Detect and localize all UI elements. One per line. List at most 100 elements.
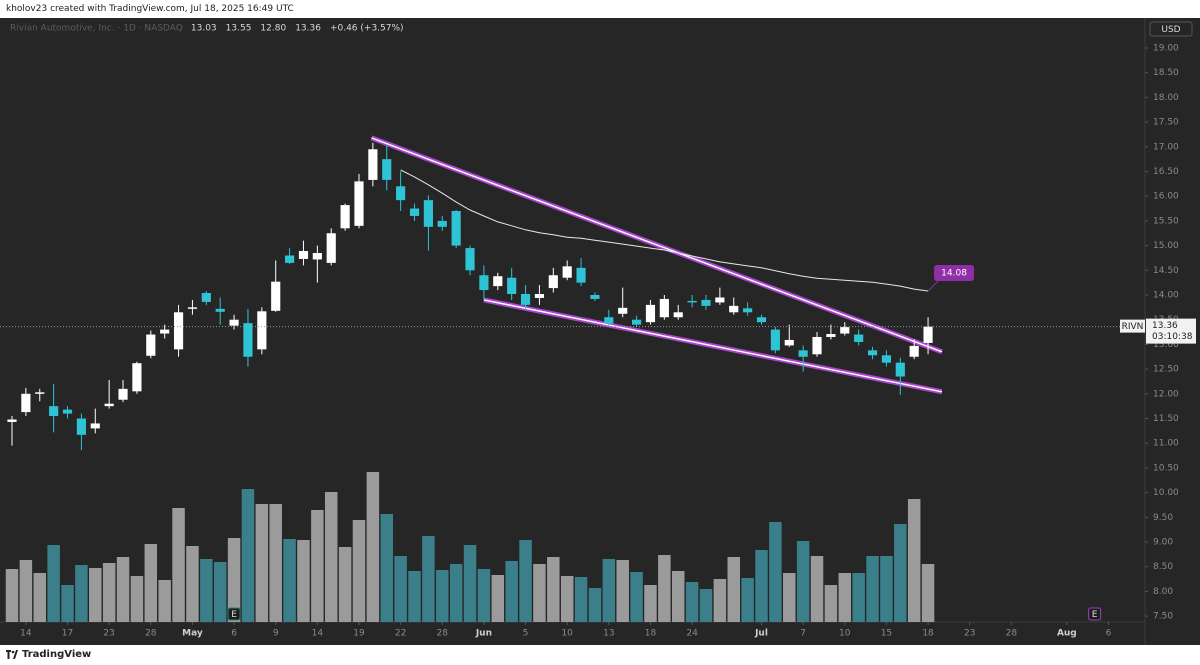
volume-bar [380,514,393,622]
legend-value: 12.80 [260,24,286,34]
volume-bar [685,582,699,622]
candle-body [909,345,919,357]
event-label: E [1092,610,1098,620]
y-tick-label: 11.50 [1153,414,1179,424]
x-tick-label: 14 [312,629,324,639]
volume-bar [560,576,574,622]
candle-body [826,334,836,337]
volume-bar [130,576,144,622]
candle-body [312,253,322,260]
volume-bar [491,575,505,622]
volume-bar [241,489,255,622]
legend-value: 13.03 [191,24,217,34]
volume-bar [61,585,74,622]
x-tick-label: 24 [686,629,698,639]
volume-bar [769,522,782,622]
price-label: 13.36 [1152,321,1178,331]
candle-body [326,233,336,263]
volume-bar [463,545,477,622]
volume-bar [894,524,907,622]
x-tick-label: 18 [922,629,934,639]
legend-value: 13.55 [226,24,252,34]
volume-bar [880,556,893,622]
candle-body [271,281,281,311]
volume-bar [449,564,463,622]
candle-body [437,220,447,227]
logo [6,650,18,659]
volume-bar [311,510,324,622]
volume-bar [796,541,810,622]
volume-bar [630,572,643,622]
candle-body [507,277,517,295]
x-tick-label: 10 [839,629,851,639]
price-box [1146,318,1196,344]
ma-label-box [934,265,975,282]
volume-bar [810,556,824,622]
volume-bar [588,588,602,622]
volume-bar [671,571,685,622]
x-tick-label: May [182,629,203,639]
volume-bar [519,540,532,622]
candle-body [881,355,892,363]
candle-body [659,298,669,318]
candle-body [465,248,475,271]
legend-value: 13.36 [295,24,321,34]
y-tick-label: 13.00 [1153,340,1179,350]
brand: TradingView [22,649,92,660]
candle-body [146,334,156,356]
candle-body [534,294,545,298]
symbol-box [1120,319,1145,333]
moving-average [400,169,929,292]
x-tick-label: 9 [273,629,279,639]
candle-body [701,299,711,306]
x-tick-label: Jul [754,629,768,639]
candle-body [409,208,420,216]
volume-bar [852,573,865,622]
candle-body [160,329,170,334]
candle-body [743,308,753,313]
x-tick-label: 5 [523,629,529,639]
candle-body [618,307,628,314]
candle-body [493,276,503,287]
candle-body [354,181,364,226]
volume-bar [213,562,227,622]
x-tick-label: 28 [437,629,449,639]
legend-value: +0.46 (+3.57%) [330,24,404,34]
candle-body [687,300,697,303]
volume-bar [824,585,838,622]
y-tick-label: 12.00 [1153,389,1179,399]
volume-bar [102,563,116,622]
volume-bar [47,545,60,622]
candle-body [423,200,433,227]
x-tick-label: 6 [231,629,237,639]
x-tick-label: 10 [561,629,573,639]
y-tick-label: 16.00 [1153,192,1179,202]
x-tick-label: 15 [881,629,892,639]
candle-body [187,307,198,309]
candle-body [104,403,114,407]
x-tick-label: 7 [800,629,806,639]
y-tick-label: 17.00 [1153,142,1179,152]
y-tick-label: 9.00 [1153,538,1173,548]
candle-body [604,317,614,324]
volume-bar [727,557,740,622]
trendline-core [371,137,943,353]
x-tick-label: Aug [1057,629,1077,639]
volume-bar [422,536,435,622]
candle-body [257,311,267,350]
volume-bar [144,544,158,622]
x-tick-label: 22 [395,629,406,639]
candle-body [368,149,378,180]
y-tick-label: 17.50 [1153,118,1179,128]
candle-body [590,295,600,299]
y-tick-label: 14.50 [1153,266,1179,276]
event-marker [227,607,241,621]
y-tick-label: 19.00 [1153,43,1179,53]
volume-bar [75,565,88,622]
candle-body [35,392,45,394]
chart-background [0,18,1200,645]
y-tick-label: 10.00 [1153,488,1179,498]
y-tick-label: 14.00 [1153,291,1179,301]
x-tick-label: 19 [353,629,365,639]
footer-brand: TradingView [0,645,1200,665]
